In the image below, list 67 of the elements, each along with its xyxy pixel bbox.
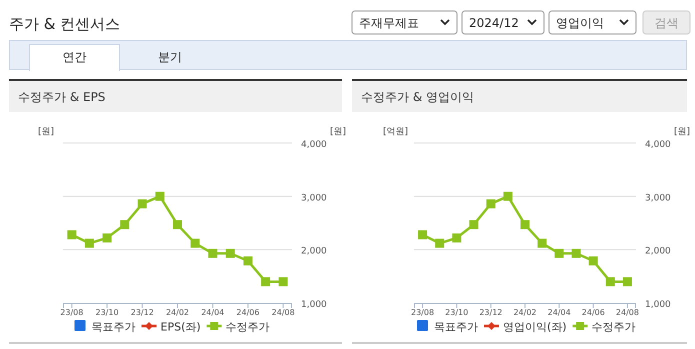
point <box>84 238 94 248</box>
point <box>503 192 512 201</box>
point <box>138 199 147 208</box>
point <box>67 230 76 240</box>
x-tick-label: 23/10 <box>445 308 468 317</box>
x-tick-label: 23/08 <box>60 308 84 317</box>
text: 연간 <box>62 50 86 64</box>
point <box>486 199 496 208</box>
point <box>588 256 598 266</box>
y-axis-title: [원] <box>38 127 54 137</box>
point <box>243 256 252 266</box>
y-axis-title: [억원] <box>383 127 408 137</box>
point <box>278 277 288 286</box>
point <box>435 238 444 248</box>
point <box>190 238 200 248</box>
point <box>173 220 182 230</box>
y2-tick-label: 3,000 <box>645 193 672 204</box>
legend-label: EPS(좌) <box>160 320 201 334</box>
y2-tick-label: 4,000 <box>645 140 672 150</box>
y2-tick-label: 2,000 <box>301 246 328 257</box>
legend-label: 수정주가 <box>592 320 636 334</box>
text: 분기 <box>158 50 182 64</box>
point <box>418 230 428 240</box>
x-tick-label: 24/02 <box>166 308 190 317</box>
text: 영업이익 <box>556 16 604 30</box>
point <box>208 248 218 258</box>
point <box>452 233 462 242</box>
x-tick-label: 24/08 <box>616 308 639 317</box>
y2-axis-title: [원] <box>330 127 346 137</box>
text: 2024/12 <box>469 16 519 30</box>
x-tick-label: 23/12 <box>130 308 154 317</box>
text: 주재무제표 <box>359 16 419 30</box>
point <box>261 277 270 286</box>
point <box>554 248 564 258</box>
point <box>155 192 164 201</box>
y2-tick-label: 3,000 <box>301 193 328 204</box>
point <box>606 277 615 286</box>
legend-label: 목표주가 <box>434 320 478 334</box>
y2-tick-label: 2,000 <box>645 246 672 257</box>
x-tick-label: 23/10 <box>96 308 119 317</box>
x-tick-label: 24/08 <box>272 308 295 317</box>
legend-label: 목표주가 <box>92 320 136 334</box>
x-tick-label: 24/06 <box>236 308 260 317</box>
y2-tick-label: 1,000 <box>645 300 672 310</box>
point <box>572 248 581 258</box>
point <box>538 238 547 248</box>
point <box>622 277 632 286</box>
point <box>469 220 478 230</box>
text: 검색 <box>654 16 678 30</box>
x-tick-label: 24/06 <box>582 308 605 317</box>
legend-label: 영업이익(좌) <box>503 320 567 334</box>
y2-axis-title: [원] <box>674 127 690 137</box>
x-tick-label: 24/04 <box>201 308 224 317</box>
point <box>520 220 530 230</box>
chart-title: 수정주가 & 영업이익 <box>361 90 474 104</box>
point <box>226 248 235 258</box>
legend-label: 수정주가 <box>226 320 270 334</box>
point <box>102 233 112 242</box>
y2-tick-label: 4,000 <box>301 140 328 150</box>
point <box>120 220 130 230</box>
x-tick-label: 24/04 <box>548 308 571 317</box>
x-tick-label: 24/02 <box>513 308 537 317</box>
x-tick-label: 23/12 <box>479 308 502 317</box>
chart-title: 수정주가 & EPS <box>18 90 106 104</box>
x-tick-label: 23/08 <box>411 308 434 317</box>
y2-tick-label: 1,000 <box>301 300 328 310</box>
text: 주가 & 컨센서스 <box>9 15 120 33</box>
